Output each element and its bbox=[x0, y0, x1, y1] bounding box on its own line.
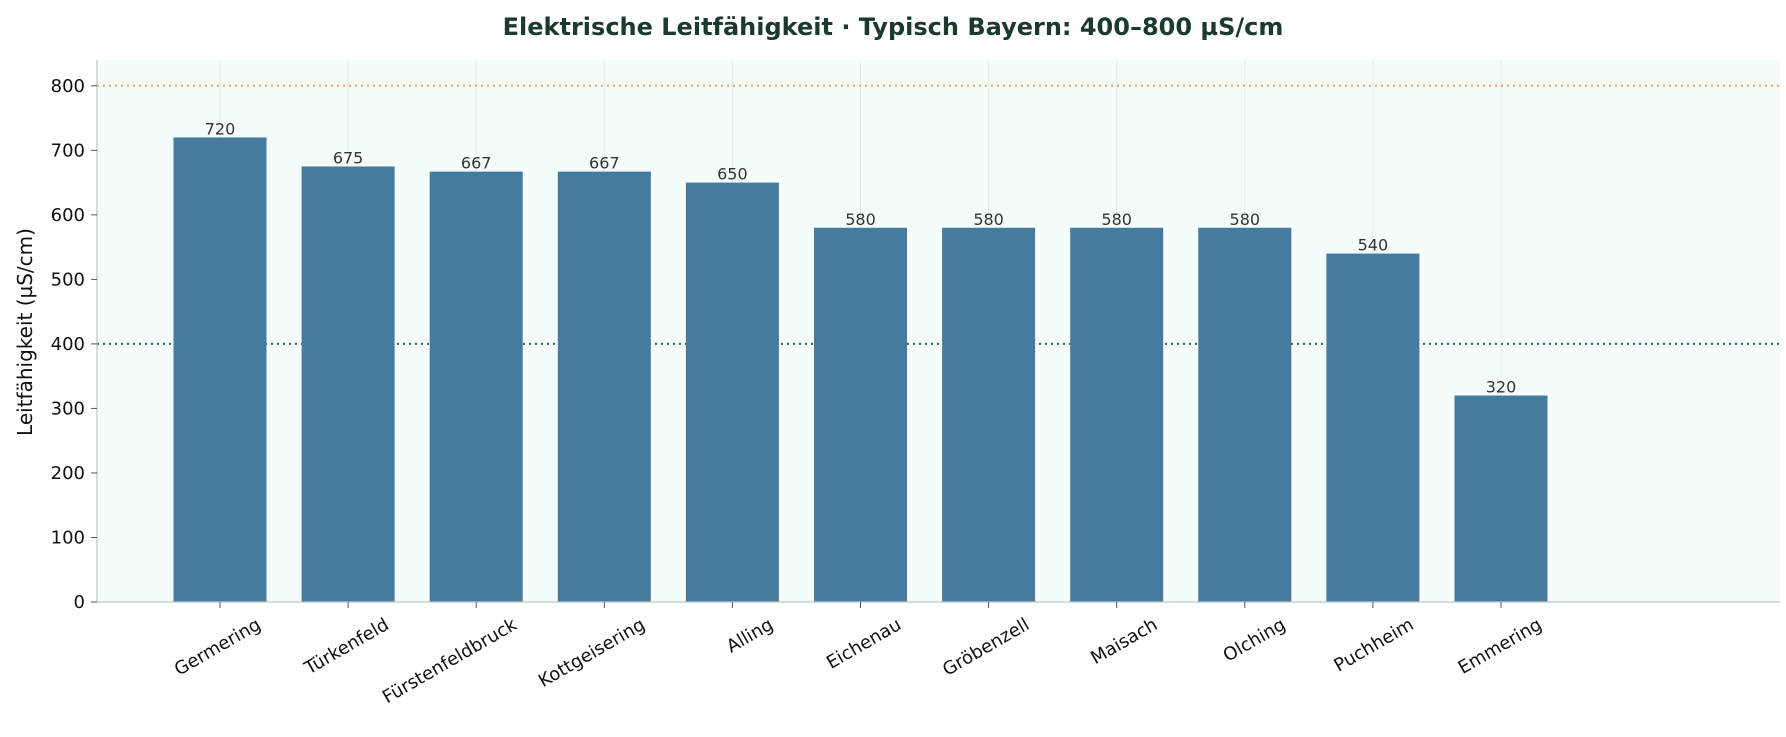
y-axis-label: Leitfähigkeit (µS/cm) bbox=[13, 228, 37, 436]
y-tick-label: 300 bbox=[51, 398, 85, 419]
value-label: 320 bbox=[1486, 378, 1517, 397]
x-tick-label: Kottgeisering bbox=[535, 614, 649, 692]
y-tick-label: 400 bbox=[51, 334, 85, 355]
bars bbox=[173, 137, 1548, 603]
bar bbox=[814, 227, 907, 602]
y-tick-label: 100 bbox=[51, 527, 85, 548]
y-tick-label: 200 bbox=[51, 463, 85, 484]
y-tick-label: 800 bbox=[51, 76, 85, 97]
reference-lines bbox=[97, 84, 1780, 345]
value-label: 580 bbox=[1101, 210, 1132, 229]
bar bbox=[429, 171, 523, 602]
value-label: 580 bbox=[845, 210, 876, 229]
bar bbox=[301, 166, 395, 602]
bar bbox=[557, 171, 651, 602]
bar bbox=[1198, 227, 1292, 602]
chart-title: Elektrische Leitfähigkeit · Typisch Baye… bbox=[503, 13, 1284, 41]
value-label: 650 bbox=[717, 165, 748, 184]
x-tick-label: Maisach bbox=[1087, 614, 1161, 669]
value-label: 720 bbox=[205, 119, 236, 138]
x-tick-label: Gröbenzell bbox=[939, 614, 1033, 680]
value-label: 580 bbox=[1230, 210, 1261, 229]
y-tick-label: 500 bbox=[51, 269, 85, 290]
y-tick-label: 600 bbox=[51, 205, 85, 226]
bar bbox=[942, 227, 1036, 602]
value-label: 667 bbox=[461, 154, 492, 173]
value-label: 580 bbox=[973, 210, 1004, 229]
bar bbox=[1070, 227, 1164, 602]
value-labels: 720 675 667 667 650 580 580 580 580 540 320 bbox=[205, 119, 1517, 396]
value-label: 675 bbox=[333, 148, 364, 167]
y-ticks: 0 100 200 300 400 500 600 700 800 bbox=[51, 76, 97, 613]
value-label: 540 bbox=[1358, 236, 1389, 255]
y-tick-label: 700 bbox=[51, 140, 85, 161]
bar bbox=[1454, 395, 1548, 602]
x-tick-label: Eichenau bbox=[823, 614, 905, 673]
bar bbox=[173, 137, 267, 602]
bar bbox=[685, 182, 779, 602]
x-tick-label: Fürstenfeldbruck bbox=[379, 614, 521, 708]
x-tick-label: Türkenfeld bbox=[300, 614, 392, 679]
bar bbox=[1326, 253, 1420, 603]
y-tick-label: 0 bbox=[74, 592, 85, 613]
x-tick-label: Germering bbox=[171, 614, 265, 680]
x-tick-label: Puchheim bbox=[1330, 614, 1417, 676]
x-tick-label: Emmering bbox=[1455, 614, 1546, 679]
x-tick-label: Olching bbox=[1220, 614, 1290, 666]
value-label: 667 bbox=[589, 154, 620, 173]
x-tick-label: Alling bbox=[723, 614, 777, 657]
